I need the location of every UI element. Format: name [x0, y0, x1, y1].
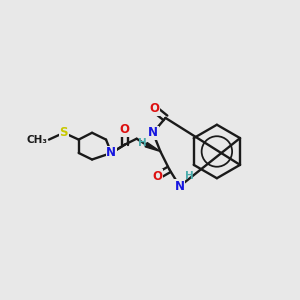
Text: N: N	[106, 146, 116, 160]
Text: H: H	[138, 138, 146, 148]
Text: H: H	[185, 171, 194, 181]
Polygon shape	[145, 142, 160, 152]
Text: N: N	[175, 180, 185, 193]
Text: O: O	[152, 170, 162, 183]
Text: N: N	[148, 126, 158, 139]
Text: CH₃: CH₃	[26, 135, 47, 145]
Text: O: O	[120, 123, 130, 136]
Text: O: O	[149, 103, 160, 116]
Text: S: S	[60, 126, 68, 139]
